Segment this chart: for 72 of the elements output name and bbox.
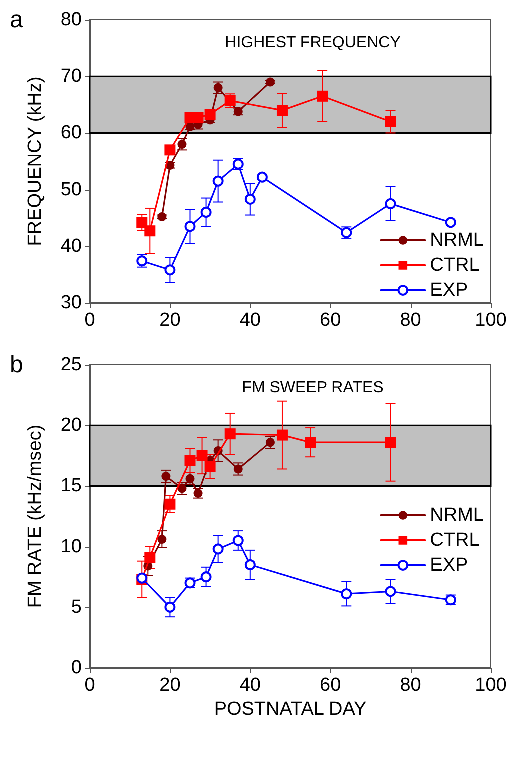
- point: [445, 217, 456, 228]
- x-tick-label: 80: [400, 310, 422, 331]
- y-tick-label: 60: [60, 122, 82, 144]
- point: [232, 535, 244, 546]
- point: [192, 112, 204, 124]
- point: [212, 176, 224, 187]
- legend-label: CTRL: [430, 255, 480, 276]
- x-tick-label: 80: [400, 675, 422, 696]
- legend-label: CTRL: [430, 530, 480, 551]
- point: [158, 535, 167, 544]
- text: FM SWEEP RATES: [242, 380, 384, 396]
- point: [385, 198, 396, 210]
- y-axis-title: FREQUENCY (kHz): [25, 76, 46, 246]
- point: [266, 78, 275, 87]
- point: [200, 572, 212, 583]
- point: [200, 206, 212, 218]
- x-tick-label: 60: [320, 310, 342, 331]
- y-tick-label: 50: [60, 179, 82, 200]
- point: [164, 602, 176, 613]
- point: [276, 105, 288, 116]
- point: [244, 194, 256, 205]
- y-tick-label: 40: [60, 236, 82, 257]
- x-tick-label: 20: [160, 310, 181, 331]
- point: [256, 172, 268, 183]
- point: [196, 450, 208, 462]
- point: [385, 586, 396, 598]
- y-tick-label: 80: [60, 10, 82, 30]
- legend-label: EXP: [430, 280, 468, 301]
- x-tick-label: 40: [240, 675, 261, 696]
- point: [341, 588, 352, 600]
- point: [144, 552, 156, 564]
- point: [385, 116, 396, 128]
- y-tick-label: 10: [60, 536, 82, 558]
- point: [317, 90, 328, 102]
- point: [164, 264, 176, 276]
- point: [158, 212, 167, 222]
- y-tick-label: 30: [60, 292, 82, 314]
- point: [164, 144, 176, 156]
- x-tick-label: 0: [84, 675, 96, 696]
- point: [244, 559, 256, 570]
- point: [212, 544, 224, 555]
- y-tick-label: 5: [71, 596, 82, 618]
- legend-label: NRML: [430, 505, 484, 526]
- x-tick-label: 60: [320, 675, 342, 696]
- point: [184, 221, 196, 232]
- y-tick-label: 0: [71, 658, 82, 678]
- y-tick-label: 25: [60, 354, 82, 376]
- point: [162, 472, 171, 481]
- point: [224, 428, 236, 440]
- x-tick-label: 100: [475, 675, 507, 696]
- point: [276, 430, 288, 441]
- y-tick-label: 70: [60, 66, 82, 88]
- legend-label: EXP: [430, 555, 468, 576]
- text: b: [10, 352, 24, 378]
- legend-label: NRML: [430, 230, 484, 251]
- point: [136, 217, 148, 228]
- x-tick-label: 40: [240, 310, 261, 331]
- x-axis-title: POSTNATAL DAY: [214, 699, 368, 720]
- point: [144, 226, 156, 237]
- point: [184, 455, 196, 466]
- text: HIGHEST FREQUENCY: [225, 34, 402, 52]
- point: [164, 498, 176, 510]
- y-axis-title: FM RATE (kHz/msec): [25, 424, 46, 608]
- point: [385, 437, 396, 448]
- point: [204, 109, 216, 120]
- y-tick-label: 15: [60, 476, 82, 497]
- x-tick-label: 0: [84, 310, 96, 331]
- x-tick-label: 100: [475, 310, 507, 331]
- text: a: [10, 6, 24, 34]
- y-tick-label: 20: [60, 415, 82, 436]
- x-tick-label: 20: [160, 675, 181, 696]
- point: [305, 437, 316, 448]
